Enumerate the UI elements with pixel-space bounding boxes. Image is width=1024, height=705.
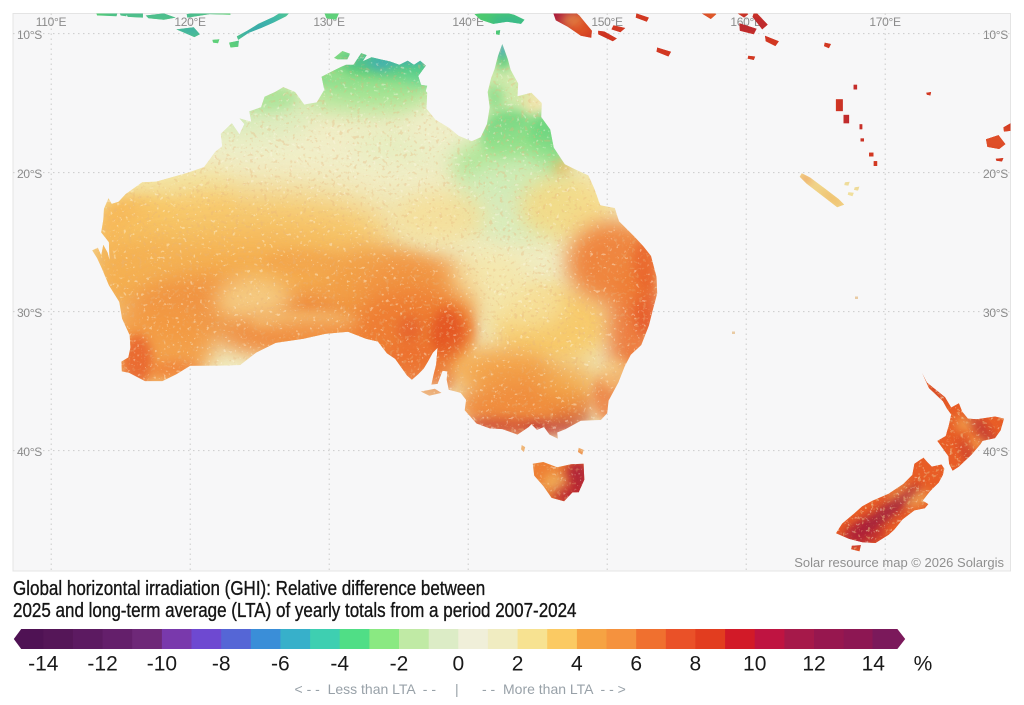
- svg-text:10°S: 10°S: [983, 28, 1008, 42]
- svg-text:-12: -12: [87, 653, 117, 676]
- svg-text:-4: -4: [330, 653, 349, 676]
- svg-text:-6: -6: [271, 653, 290, 676]
- svg-text:30°S: 30°S: [983, 306, 1008, 320]
- svg-text:130°E: 130°E: [313, 15, 345, 29]
- svg-text:8: 8: [690, 653, 702, 676]
- svg-text:2: 2: [512, 653, 524, 676]
- svg-text:0: 0: [452, 653, 464, 676]
- svg-text:6: 6: [630, 653, 642, 676]
- svg-text:-2: -2: [390, 653, 409, 676]
- svg-text:110°E: 110°E: [36, 15, 67, 29]
- svg-text:10°S: 10°S: [17, 28, 42, 42]
- svg-text:20°S: 20°S: [17, 167, 42, 181]
- svg-text:150°E: 150°E: [591, 15, 623, 29]
- svg-text:30°S: 30°S: [17, 306, 42, 320]
- svg-text:170°E: 170°E: [869, 15, 901, 29]
- svg-text:40°S: 40°S: [17, 445, 42, 459]
- svg-text:40°S: 40°S: [983, 445, 1008, 459]
- svg-text:-14: -14: [28, 653, 59, 676]
- svg-text:14: 14: [862, 653, 886, 676]
- svg-text:-8: -8: [212, 653, 231, 676]
- svg-text:4: 4: [571, 653, 583, 676]
- svg-text:Solar resource map © 2026 Sola: Solar resource map © 2026 Solargis: [794, 555, 1004, 570]
- svg-text:20°S: 20°S: [983, 167, 1008, 181]
- svg-text:12: 12: [802, 653, 825, 676]
- svg-text:%: %: [914, 653, 933, 676]
- svg-text:140°E: 140°E: [452, 15, 484, 29]
- svg-text:120°E: 120°E: [174, 15, 206, 29]
- svg-text:-10: -10: [147, 653, 177, 676]
- svg-text:10: 10: [743, 653, 766, 676]
